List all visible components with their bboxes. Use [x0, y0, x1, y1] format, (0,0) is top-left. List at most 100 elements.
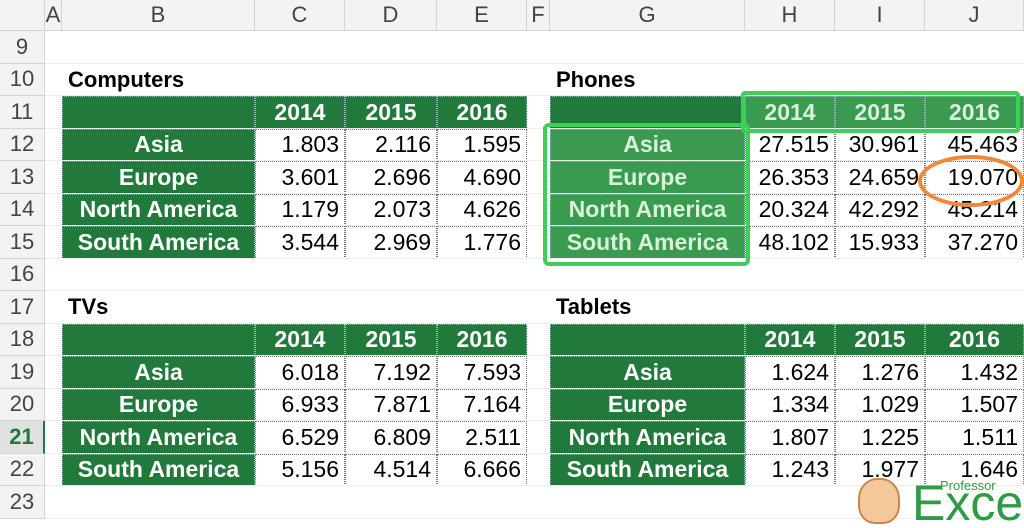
gridline [45, 259, 1024, 291]
table-title: Phones [556, 66, 636, 92]
row-header: 13 [0, 161, 45, 194]
row-header: 11 [0, 96, 45, 129]
gridline [45, 129, 1024, 161]
value-cell: 1.776 [437, 226, 527, 259]
column-header: C [255, 0, 345, 31]
year-header: 2015 [835, 96, 925, 129]
year-header: 2014 [255, 96, 345, 129]
column-header: I [835, 0, 925, 31]
gridline [45, 291, 1024, 324]
value-cell: 1.507 [925, 388, 1024, 421]
value-cell: 2.969 [345, 226, 437, 259]
logo-big: Excel [912, 478, 1024, 528]
row-header: 22 [0, 453, 45, 486]
value-cell: 26.353 [745, 161, 835, 194]
value-cell: 1.029 [835, 388, 925, 421]
region-label: Europe [550, 161, 745, 194]
value-cell: 4.514 [345, 453, 437, 486]
value-cell: 6.666 [437, 453, 527, 486]
gridline [45, 486, 1024, 519]
column-header: F [527, 0, 550, 31]
row-header: 23 [0, 486, 45, 519]
column-header: J [925, 0, 1024, 31]
region-label: Europe [62, 388, 255, 421]
gridline [45, 226, 1024, 259]
value-cell: 37.270 [925, 226, 1024, 259]
year-header: 2015 [345, 323, 437, 356]
region-label: North America [62, 421, 255, 454]
gridline [45, 96, 1024, 129]
gridline [45, 454, 1024, 486]
value-cell: 48.102 [745, 226, 835, 259]
value-cell: 6.809 [345, 421, 437, 454]
logo-small: Professor [940, 478, 996, 493]
value-cell: 27.515 [745, 128, 835, 161]
gridline [45, 64, 1024, 96]
region-label: Europe [550, 388, 745, 421]
gridline [45, 194, 1024, 226]
row-header: 20 [0, 388, 45, 421]
region-label: Asia [62, 128, 255, 161]
value-cell: 5.156 [255, 453, 345, 486]
column-header: H [745, 0, 835, 31]
value-cell: 30.961 [835, 128, 925, 161]
value-cell: 2.073 [345, 193, 437, 226]
year-header: 2015 [835, 323, 925, 356]
region-label: Asia [550, 356, 745, 389]
row-header: 9 [0, 31, 45, 64]
region-label: South America [62, 453, 255, 486]
row-header: 16 [0, 258, 45, 291]
value-cell: 2.696 [345, 161, 437, 194]
value-cell: 3.601 [255, 161, 345, 194]
value-cell: 2.116 [345, 128, 437, 161]
table-title: Tablets [556, 294, 632, 320]
year-header: 2015 [345, 96, 437, 129]
column-header: A [45, 0, 62, 31]
row-header: 10 [0, 63, 45, 96]
table-title: Computers [68, 66, 185, 92]
year-header: 2014 [745, 96, 835, 129]
gridline [45, 161, 1024, 194]
row-header: 19 [0, 356, 45, 389]
value-cell: 7.164 [437, 388, 527, 421]
region-label: North America [62, 193, 255, 226]
region-label: South America [550, 226, 745, 259]
value-cell: 4.626 [437, 193, 527, 226]
value-cell: 24.659 [835, 161, 925, 194]
region-label: North America [550, 421, 745, 454]
value-cell: 45.214 [925, 193, 1024, 226]
row-header: 17 [0, 291, 45, 324]
value-cell: 4.690 [437, 161, 527, 194]
value-cell: 3.544 [255, 226, 345, 259]
value-cell: 42.292 [835, 193, 925, 226]
row-header: 15 [0, 226, 45, 259]
value-cell: 6.529 [255, 421, 345, 454]
gridline [45, 356, 1024, 389]
value-cell: 1.276 [835, 356, 925, 389]
year-header: 2016 [925, 96, 1024, 129]
gridline [45, 31, 1024, 64]
column-header: G [550, 0, 745, 31]
value-cell: 2.511 [437, 421, 527, 454]
corner [0, 0, 45, 31]
column-header: D [345, 0, 437, 31]
value-cell: 1.803 [255, 128, 345, 161]
value-cell: 1.225 [835, 421, 925, 454]
year-header: 2016 [925, 323, 1024, 356]
region-label: North America [550, 193, 745, 226]
year-header: 2016 [437, 323, 527, 356]
value-cell: 7.593 [437, 356, 527, 389]
row-header: 14 [0, 193, 45, 226]
table-title: TVs [68, 294, 109, 320]
value-cell: 1.511 [925, 421, 1024, 454]
gridline [45, 421, 1024, 454]
value-cell: 20.324 [745, 193, 835, 226]
column-header: B [62, 0, 255, 31]
row-header: 18 [0, 323, 45, 356]
row-header: 21 [0, 421, 45, 454]
gridline [45, 324, 1024, 356]
value-cell: 7.871 [345, 388, 437, 421]
value-cell: 1.624 [745, 356, 835, 389]
column-header: E [437, 0, 527, 31]
